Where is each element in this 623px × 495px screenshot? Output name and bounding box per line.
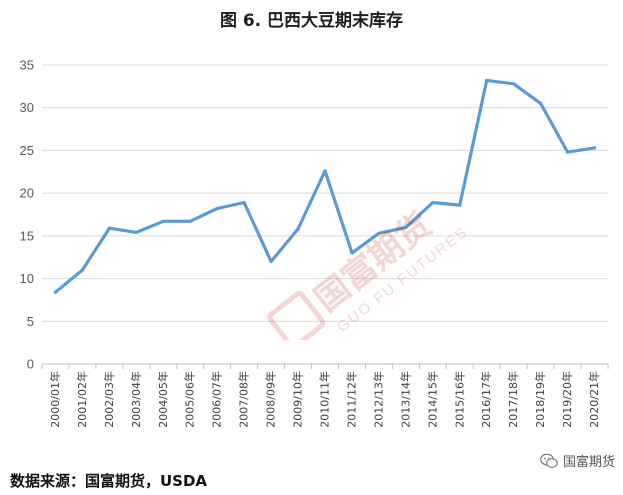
data-point [53, 290, 58, 294]
gridlines [42, 64, 608, 322]
x-tick-label: 2018/19年 [533, 371, 547, 428]
x-tick-label: 2001/02年 [75, 371, 89, 428]
y-tick-label: 25 [20, 143, 34, 158]
y-tick-label: 20 [20, 186, 34, 201]
data-point [592, 146, 597, 150]
y-tick-label: 30 [20, 100, 34, 115]
x-tick-label: 2011/12年 [344, 371, 358, 428]
data-point [215, 206, 219, 211]
source-note: 数据来源：国富期货，USDA [10, 472, 208, 490]
data-point [134, 230, 138, 235]
y-tick-label: 0 [27, 357, 34, 372]
x-tick-label: 2014/15年 [425, 371, 439, 428]
x-tick-label: 2017/18年 [506, 371, 520, 428]
x-tick-label: 2007/08年 [237, 371, 251, 428]
data-point [512, 82, 516, 86]
x-tick-label: 2004/05年 [156, 371, 170, 428]
x-tick-label: 2003/04年 [129, 371, 143, 428]
y-tick-label: 5 [27, 314, 34, 329]
x-tick-label: 2006/07年 [210, 371, 224, 428]
data-point [350, 251, 354, 255]
y-tick-labels: 0 5 10 15 20 25 30 35 [20, 58, 34, 372]
data-point [242, 200, 246, 205]
x-tick-label: 2015/16年 [452, 371, 466, 428]
wechat-brand: 国富期货 [540, 451, 615, 470]
data-point [404, 225, 408, 229]
data-point [161, 219, 165, 223]
x-tick-label: 2012/13年 [371, 371, 385, 428]
series-line [53, 78, 597, 294]
x-tick-label: 2020/21年 [587, 371, 601, 428]
y-tick-label: 15 [20, 228, 34, 243]
x-tick-labels: 2000/01年 2001/02年 2002/03年 2003/04年 2004/05年… [48, 371, 601, 428]
x-tick-label: 2008/09年 [264, 371, 278, 428]
series-layer [53, 78, 597, 294]
brand-name: 国富期货 [562, 455, 615, 470]
data-point [80, 268, 85, 272]
data-point [431, 200, 435, 205]
y-tick-label: 35 [20, 58, 34, 73]
wechat-icon [540, 453, 558, 468]
x-tick-label: 2000/01年 [48, 371, 62, 428]
data-point [296, 227, 300, 231]
data-point [107, 226, 111, 230]
x-tick-label: 2009/10年 [291, 371, 305, 428]
x-tick-label: 2013/14年 [398, 371, 412, 428]
x-tick-label: 2010/11年 [318, 371, 332, 428]
x-tick-label: 2016/17年 [479, 371, 493, 428]
y-tick-label: 10 [20, 271, 34, 286]
data-point [565, 150, 570, 154]
x-tick-label: 2005/06年 [183, 371, 197, 428]
data-point [269, 259, 273, 264]
data-point [458, 203, 462, 207]
data-point [377, 231, 381, 235]
data-point [188, 219, 192, 223]
data-point [485, 78, 489, 82]
chart-title: 图 6. 巴西大豆期末库存 [219, 11, 404, 31]
data-point [323, 169, 327, 173]
x-tick-label: 2002/03年 [102, 371, 116, 428]
axes [41, 363, 609, 369]
x-tick-label: 2019/20年 [560, 371, 574, 428]
data-point [539, 101, 543, 106]
